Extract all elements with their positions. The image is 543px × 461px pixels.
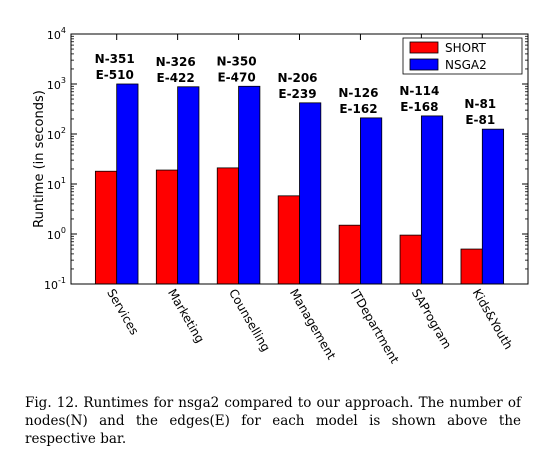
annotation-edges: E-162 [339, 102, 377, 116]
plot-frame [70, 33, 529, 285]
bars [94, 83, 505, 285]
annotation-edges: E-510 [96, 68, 134, 82]
annotation-nodes: N-206 [277, 71, 317, 85]
annotation-nodes: N-126 [338, 86, 378, 100]
bar-short [216, 167, 239, 285]
legend: SHORT NSGA2 [402, 37, 523, 75]
y-tick-label: 100 [47, 226, 66, 242]
x-tick-label: Services [104, 287, 141, 338]
bar-nsga2 [299, 102, 322, 285]
annotation-edges: E-168 [400, 100, 438, 114]
legend-swatch-short [409, 41, 439, 54]
legend-label-nsga2: NSGA2 [445, 58, 487, 72]
annotation-nodes: N-81 [464, 97, 496, 111]
bar-short [277, 195, 300, 285]
legend-label-short: SHORT [445, 41, 487, 55]
x-tick-label: Management [287, 287, 339, 363]
bar-nsga2 [420, 115, 444, 285]
y-tick-label: 103 [47, 76, 66, 92]
annotation-nodes: N-114 [399, 84, 439, 98]
bar-annotations: N-351 E-510 N-326 E-422 N-350 E-470 N-206 E-239… [95, 52, 497, 127]
x-tick-label: Counselling [226, 287, 273, 354]
bar-short [399, 234, 422, 285]
bar-nsga2 [360, 117, 383, 285]
x-tick-label: Marketing [165, 287, 207, 346]
annotation-edges: E-81 [465, 113, 495, 127]
annotation-nodes: N-326 [156, 55, 196, 69]
runtime-bar-chart: 104 103 102 101 100 10-1 Services Marketing Cou… [32, 26, 529, 367]
bar-short [94, 170, 118, 285]
x-tick-label: SAProgram [409, 287, 454, 352]
bar-short [338, 224, 361, 285]
annotation-nodes: N-351 [95, 52, 135, 66]
y-tick-label: 10-1 [44, 276, 66, 292]
x-tick-label: ITDepartment [348, 287, 402, 367]
bar-nsga2 [238, 85, 261, 285]
annotation-edges: E-470 [217, 70, 255, 84]
bar-short [460, 248, 483, 285]
legend-swatch-nsga2 [409, 58, 439, 71]
y-tick-label: 104 [47, 26, 66, 42]
figure-caption: Fig. 12. Runtimes for nsga2 compared to … [25, 395, 521, 447]
bar-nsga2 [177, 86, 200, 285]
y-tick-label: 102 [47, 126, 66, 142]
annotation-edges: E-422 [157, 71, 195, 85]
annotation-edges: E-239 [278, 87, 316, 101]
x-tick-label: Kids&Youth [470, 287, 516, 352]
bar-nsga2 [481, 128, 505, 285]
y-axis-label: Runtime (in seconds) [32, 90, 47, 228]
x-tick-labels: Services Marketing Counselling Management IT… [104, 287, 515, 367]
annotation-nodes: N-350 [217, 54, 257, 68]
y-tick-labels: 104 103 102 101 100 10-1 [44, 26, 66, 292]
bar-nsga2 [116, 83, 139, 285]
bar-short [155, 169, 179, 285]
y-tick-label: 101 [47, 176, 66, 192]
